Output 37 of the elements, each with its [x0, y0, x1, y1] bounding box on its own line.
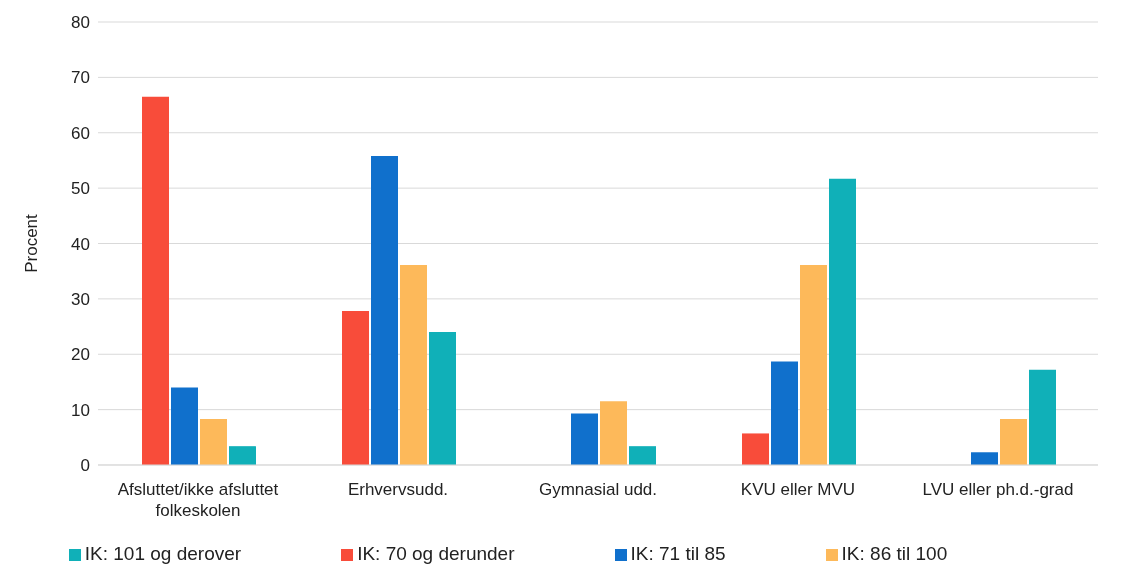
bar: [429, 332, 456, 465]
legend-label: IK: 71 til 85: [630, 543, 726, 564]
legend-label: IK: 70 og derunder: [357, 543, 515, 564]
bar: [1029, 369, 1056, 465]
bar: [571, 413, 598, 465]
bar: [171, 387, 198, 465]
x-tick-label: LVU eller ph.d.-grad: [922, 480, 1074, 499]
y-tick-label: 20: [71, 345, 90, 365]
bar: [1000, 419, 1027, 465]
bar: [742, 433, 769, 465]
y-tick-label: 30: [71, 289, 90, 309]
bar: [771, 361, 798, 465]
x-tick-label: Afsluttet/ikke afsluttet folkeskolen: [117, 480, 279, 520]
bar: [629, 446, 656, 465]
y-tick-label: 80: [71, 13, 90, 33]
y-tick-label: 0: [80, 456, 90, 476]
bar: [371, 156, 398, 465]
bar: [142, 96, 169, 465]
x-tick-label: KVU eller MVU: [740, 480, 856, 499]
x-tick-label: Gymnasial udd.: [538, 480, 658, 499]
y-tick-label: 40: [71, 234, 90, 254]
x-tick-label: Erhvervsudd.: [347, 480, 449, 499]
bar: [342, 311, 369, 465]
bar: [229, 446, 256, 465]
y-tick-label: 10: [71, 400, 90, 420]
bar: [800, 265, 827, 465]
bar: [200, 419, 227, 465]
y-tick-label: 70: [71, 68, 90, 88]
y-axis-title: Procent: [22, 213, 42, 273]
bar: [600, 401, 627, 465]
legend-label: IK: 101 og derover: [84, 543, 242, 564]
bar: [829, 178, 856, 465]
bar: [400, 265, 427, 465]
legend-label: IK: 86 til 100: [841, 543, 948, 564]
bar: [971, 452, 998, 465]
y-tick-label: 50: [71, 179, 90, 199]
y-tick-label: 60: [71, 123, 90, 143]
